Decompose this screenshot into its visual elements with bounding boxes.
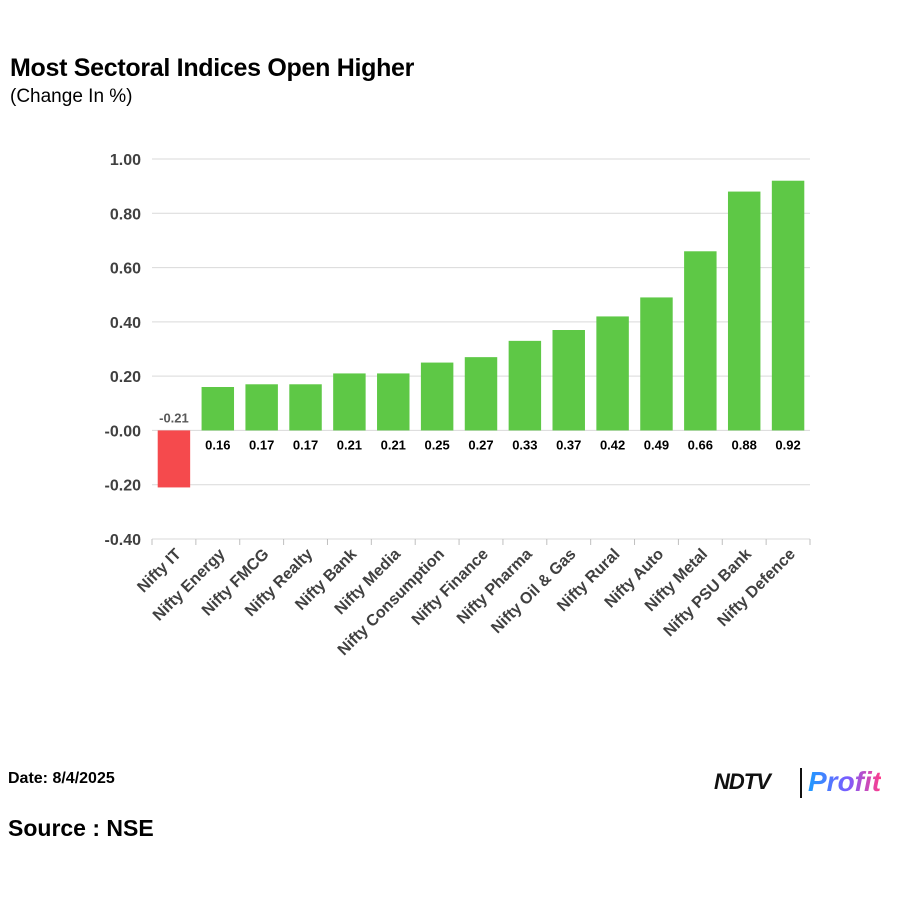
chart-subtitle: (Change In %) <box>10 86 133 107</box>
data-label: 0.33 <box>512 437 537 452</box>
logo-ndtv-text: NDTV <box>714 769 771 794</box>
date-label: Date: 8/4/2025 <box>8 770 115 787</box>
bar <box>157 430 191 488</box>
data-label: 0.27 <box>468 437 493 452</box>
bar-chart: 1.00 0.80 0.60 0.40 0.20 -0.00 -0.20 -0.40 -0.21… <box>105 152 811 659</box>
bar <box>333 373 366 431</box>
data-label: 0.92 <box>775 437 800 452</box>
bar <box>245 384 278 431</box>
bar <box>552 330 585 431</box>
data-label: 0.21 <box>381 437 406 452</box>
data-label: 0.21 <box>337 437 362 452</box>
bar <box>684 251 717 431</box>
bar <box>377 373 410 431</box>
data-label: 0.88 <box>732 437 757 452</box>
logo-separator <box>800 768 802 798</box>
bar <box>771 180 805 431</box>
y-tick-label: 0.40 <box>110 315 141 332</box>
bar <box>289 384 322 431</box>
bar <box>596 316 629 431</box>
y-tick-label: -0.40 <box>105 532 142 549</box>
x-category-label: Nifty Defence <box>715 546 799 630</box>
data-label: 0.37 <box>556 437 581 452</box>
data-label: 0.17 <box>249 437 274 452</box>
bar <box>420 362 454 431</box>
y-tick-label: 0.60 <box>110 261 141 278</box>
bar <box>464 357 498 431</box>
data-label: -0.21 <box>159 410 189 425</box>
data-label: 0.66 <box>688 437 713 452</box>
data-label: 0.42 <box>600 437 625 452</box>
y-tick-label: 0.80 <box>110 206 141 223</box>
x-category-label: Nifty Finance <box>409 546 492 629</box>
data-label: 0.17 <box>293 437 318 452</box>
y-tick-label: -0.00 <box>105 423 142 440</box>
data-label: 0.16 <box>205 437 230 452</box>
data-label: 0.25 <box>424 437 449 452</box>
bar <box>508 340 542 431</box>
data-label: 0.49 <box>644 437 669 452</box>
y-tick-label: -0.20 <box>105 478 142 495</box>
bar <box>640 297 673 431</box>
y-tick-label: 0.20 <box>110 369 141 386</box>
chart-title: Most Sectoral Indices Open Higher <box>10 54 415 82</box>
y-tick-label: 1.00 <box>110 152 141 169</box>
bar <box>201 387 235 431</box>
ndtv-profit-logo: NDTV Profit <box>714 766 894 800</box>
logo-profit-text: Profit <box>808 766 882 797</box>
bar <box>727 191 761 431</box>
x-category-label: Nifty Pharma <box>454 546 536 628</box>
source-label: Source : NSE <box>8 815 154 841</box>
